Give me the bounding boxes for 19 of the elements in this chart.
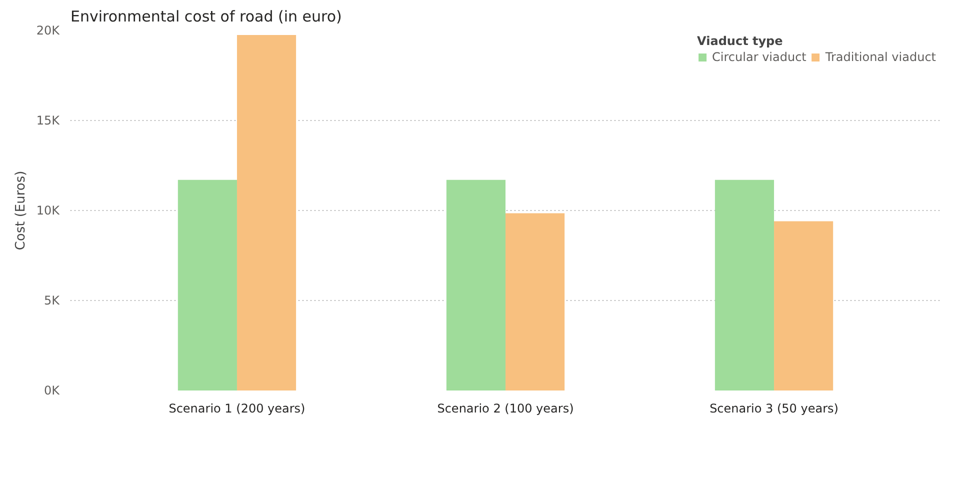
legend-title: Viaduct type — [697, 34, 784, 48]
chart-title: Environmental cost of road (in euro) — [70, 8, 342, 26]
y-axis-title: Cost (Euros) — [13, 170, 28, 250]
bar — [774, 221, 834, 390]
x-tick-label: Scenario 2 (100 years) — [437, 402, 574, 416]
y-tick-label: 5K — [44, 294, 61, 308]
y-tick-label: 0K — [44, 384, 61, 398]
y-tick-label: 10K — [36, 204, 61, 218]
bar — [446, 180, 506, 390]
bar — [506, 213, 565, 390]
y-tick-label: 15K — [36, 114, 61, 128]
legend-label: Circular viaduct — [712, 50, 806, 64]
x-tick-label: Scenario 1 (200 years) — [168, 402, 306, 416]
bar — [236, 35, 296, 390]
y-tick-label: 20K — [36, 24, 61, 38]
bar — [714, 180, 774, 390]
x-tick-label: Scenario 3 (50 years) — [710, 402, 838, 416]
bar — [178, 180, 237, 390]
legend-label: Traditional viaduct — [825, 50, 936, 64]
